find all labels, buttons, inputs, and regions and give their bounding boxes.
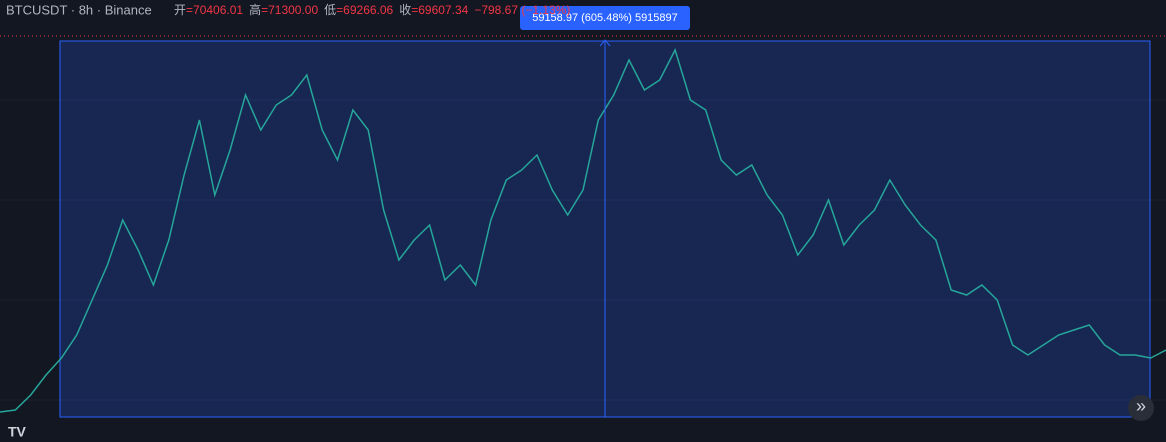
scroll-button[interactable] xyxy=(1128,395,1154,421)
symbol: BTCUSDT · 8h · Binance xyxy=(6,2,152,17)
ohlc: 开=70406.01 高=71300.00 低=69266.06 收=69607.34… xyxy=(174,2,570,17)
scroll-icon[interactable]: » xyxy=(1136,396,1146,416)
measure-label: 59158.97 (605.48%) 5915897 xyxy=(532,12,678,24)
price-line-series xyxy=(0,48,1166,413)
measure-arrow xyxy=(599,39,611,47)
ohlc-label: 收 xyxy=(399,3,411,17)
ohlc-label: 开 xyxy=(174,3,186,17)
ohlc-value: =69607.34 xyxy=(411,3,468,17)
ohlc-label: 低 xyxy=(324,3,336,17)
logo: TV xyxy=(8,424,27,440)
ohlc-label: 高 xyxy=(249,2,261,17)
plot xyxy=(0,48,1166,413)
ohlc-value: =71300.00 xyxy=(261,3,318,17)
measure-label-bg xyxy=(520,6,690,30)
grid xyxy=(0,99,1166,401)
ohlc-value: =69266.06 xyxy=(336,3,393,17)
change: −798.67 (−1.13%) xyxy=(474,3,570,17)
ohlc-value: =70406.01 xyxy=(186,3,243,17)
